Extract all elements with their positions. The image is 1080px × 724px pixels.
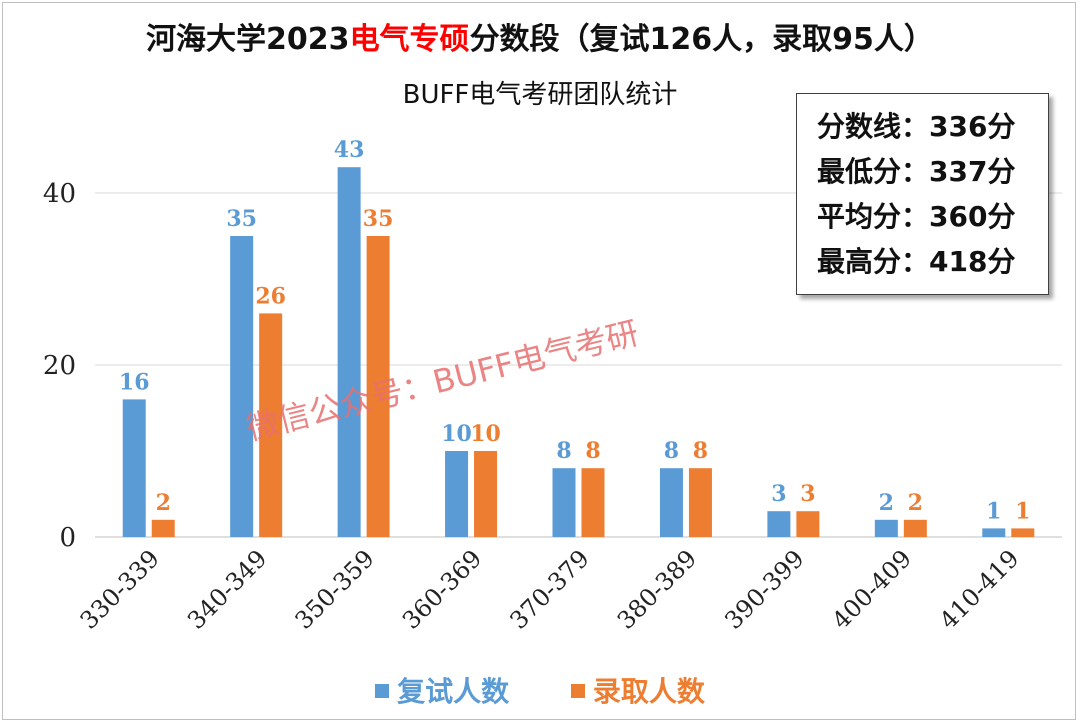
- legend-swatch-admit: [570, 684, 585, 698]
- x-tick-label-410-419: 410-419: [934, 544, 1024, 634]
- legend-label-retest: 复试人数: [397, 675, 510, 708]
- legend-label-admit: 录取人数: [592, 675, 705, 708]
- y-tick-label-0: 0: [59, 523, 76, 553]
- x-tick-label-380-389: 380-389: [612, 544, 702, 634]
- legend-item-retest: 复试人数: [375, 670, 509, 710]
- x-tick-label-400-409: 400-409: [827, 544, 917, 634]
- value-label-retest-380-389: 8: [664, 438, 679, 464]
- bar-admit-390-399: [796, 511, 820, 537]
- value-label-admit-340-349: 26: [255, 283, 286, 309]
- bar-admit-370-379: [581, 468, 605, 537]
- value-label-admit-370-379: 8: [585, 438, 600, 464]
- legend-swatch-retest: [375, 684, 390, 698]
- bar-retest-340-349: [230, 236, 254, 537]
- bar-admit-400-409: [903, 519, 927, 537]
- chart-title: 河海大学2023电气专硕分数段（复试126人，录取95人）: [0, 14, 1080, 58]
- value-label-retest-390-399: 3: [771, 481, 786, 507]
- value-label-admit-410-419: 1: [1015, 498, 1030, 524]
- chart-subtitle: BUFF电气考研团队统计: [402, 80, 678, 110]
- legend: 复试人数 录取人数: [0, 670, 1080, 710]
- bar-retest-390-399: [767, 511, 791, 537]
- y-tick-label-40: 40: [43, 179, 76, 209]
- stat-max: 最高分：418分: [817, 245, 1016, 278]
- bar-retest-370-379: [552, 468, 576, 537]
- stat-avg: 平均分：360分: [817, 200, 1016, 233]
- value-label-retest-410-419: 1: [986, 498, 1001, 524]
- value-label-retest-350-359: 43: [334, 137, 365, 163]
- bar-retest-400-409: [874, 519, 898, 537]
- value-label-admit-380-389: 8: [693, 438, 708, 464]
- stat-min: 最低分：337分: [817, 155, 1016, 188]
- value-label-admit-330-339: 2: [156, 490, 171, 516]
- x-tick-label-390-399: 390-399: [719, 544, 809, 634]
- y-tick-label-20: 20: [43, 351, 76, 381]
- bar-admit-340-349: [259, 313, 283, 537]
- bar-admit-360-369: [474, 451, 498, 537]
- bar-retest-410-419: [982, 528, 1006, 537]
- bar-retest-350-359: [337, 167, 361, 537]
- value-label-retest-330-339: 16: [119, 369, 150, 395]
- bar-admit-380-389: [688, 468, 712, 537]
- bar-retest-380-389: [659, 468, 683, 537]
- x-tick-label-340-349: 340-349: [182, 544, 272, 634]
- x-tick-label-370-379: 370-379: [504, 544, 594, 634]
- value-label-retest-360-369: 10: [441, 421, 472, 447]
- x-tick-label-350-359: 350-359: [290, 544, 380, 634]
- x-tick-label-360-369: 360-369: [397, 544, 487, 634]
- value-label-retest-340-349: 35: [226, 206, 257, 232]
- stat-cutoff: 分数线：336分: [817, 110, 1016, 143]
- title-highlight: 电气专硕: [349, 22, 470, 57]
- bar-admit-330-339: [151, 519, 175, 537]
- bar-retest-330-339: [122, 399, 146, 537]
- value-label-admit-400-409: 2: [908, 490, 923, 516]
- bar-admit-350-359: [366, 236, 390, 537]
- value-label-admit-390-399: 3: [800, 481, 815, 507]
- value-label-retest-400-409: 2: [879, 490, 894, 516]
- bar-retest-360-369: [445, 451, 469, 537]
- bar-admit-410-419: [1011, 528, 1035, 537]
- value-label-admit-360-369: 10: [470, 421, 501, 447]
- stats-box: 分数线：336分 最低分：337分 平均分：360分 最高分：418分: [796, 93, 1049, 295]
- title-prefix: 河海大学2023: [146, 22, 350, 57]
- value-label-retest-370-379: 8: [556, 438, 571, 464]
- value-label-admit-350-359: 35: [363, 206, 394, 232]
- x-tick-label-330-339: 330-339: [75, 544, 165, 634]
- title-suffix: 分数段（复试126人，录取95人）: [469, 22, 934, 57]
- legend-item-admit: 录取人数: [570, 670, 705, 710]
